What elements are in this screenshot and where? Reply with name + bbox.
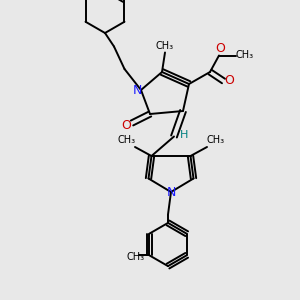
Text: H: H: [180, 130, 189, 140]
Text: N: N: [133, 83, 142, 97]
Text: CH₃: CH₃: [127, 252, 145, 262]
Text: CH₃: CH₃: [236, 50, 253, 61]
Text: O: O: [225, 74, 234, 88]
Text: CH₃: CH₃: [156, 41, 174, 51]
Text: O: O: [216, 42, 225, 56]
Text: CH₃: CH₃: [206, 135, 224, 146]
Text: CH₃: CH₃: [118, 135, 136, 146]
Text: N: N: [166, 185, 176, 199]
Text: O: O: [121, 119, 131, 133]
